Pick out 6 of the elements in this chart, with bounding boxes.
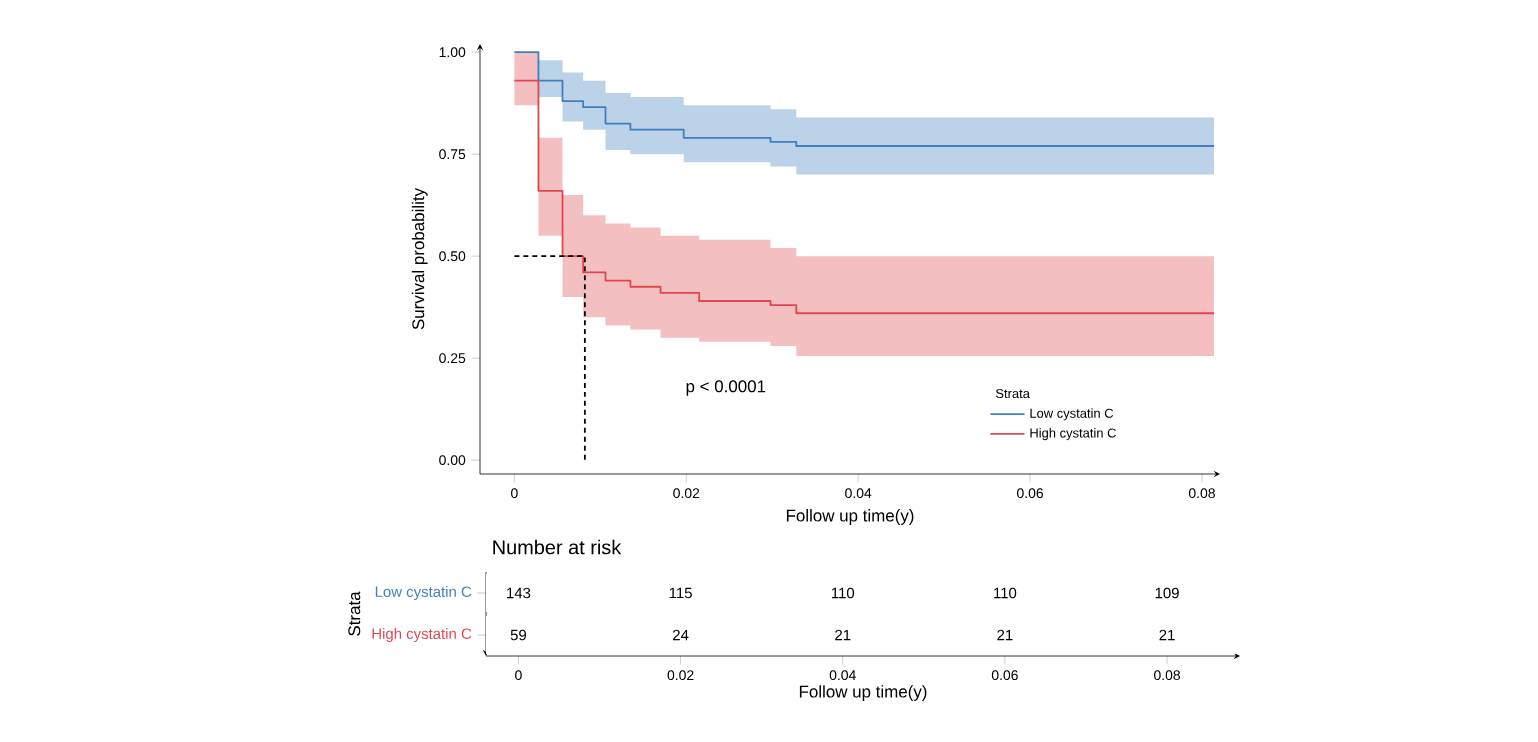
chart-title: Number at risk: [493, 539, 622, 555]
y-axis-title: Strata: [348, 591, 361, 636]
x-axis-title: Follow up time(y): [799, 685, 927, 701]
x-axis-title: Follow up time(y): [786, 509, 914, 525]
y-axis-title: Survival probability: [411, 188, 428, 330]
annotation: p < 0.0001: [686, 380, 766, 396]
